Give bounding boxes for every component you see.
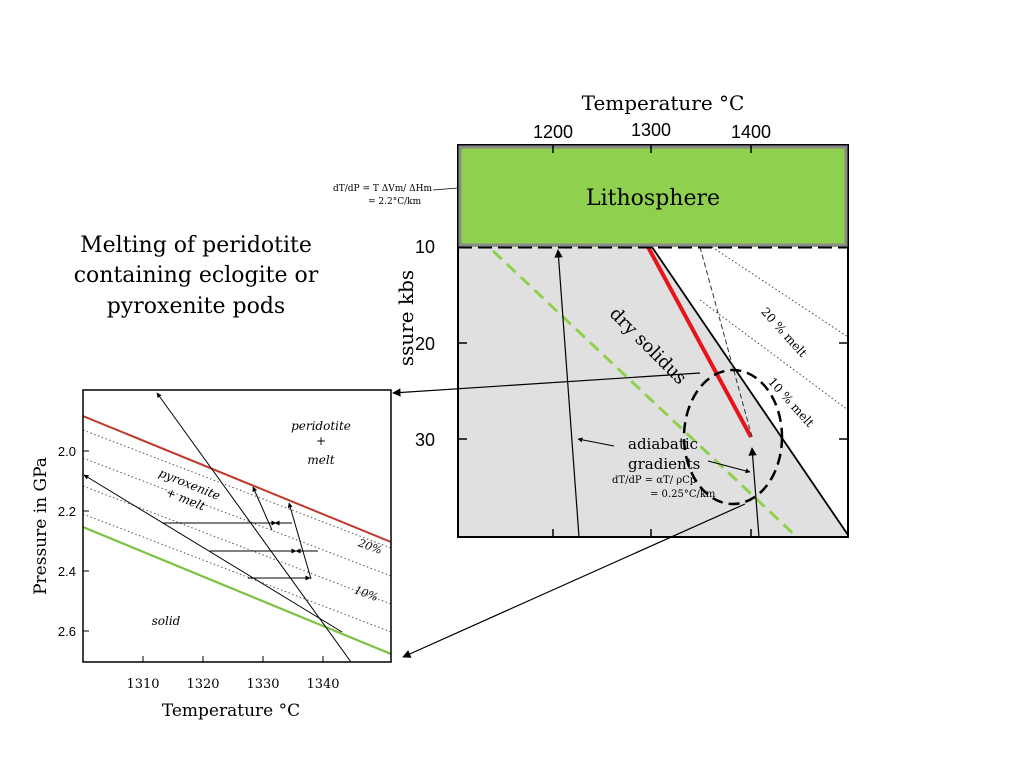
inset-label-plus: + (316, 434, 326, 448)
inset-label-peridotite: peridotite (291, 419, 351, 433)
adiabatic-note-line-1: dT/dP = αT/ ρCp (612, 475, 696, 486)
inset-dotted-isopleths (83, 429, 391, 633)
main-plot-frame (457, 144, 849, 538)
main-y-tick-30: 30 (415, 430, 435, 450)
inset-y-axis-title: Pressure in GPa (31, 457, 51, 595)
connector-arrow-top (392, 372, 701, 397)
inset-green-line (83, 525, 391, 656)
main-chart: Temperature °C 1200 1300 1400 (333, 91, 849, 538)
lithosphere-label: Lithosphere (586, 186, 720, 211)
connector-arrow-bottom (402, 503, 746, 658)
inset-ticks (83, 450, 324, 662)
slide-title-line-3: pyroxenite pods (107, 294, 285, 319)
inset-adiabat-b (83, 474, 343, 633)
lithosphere-note-leader (432, 187, 459, 191)
melt-10-line (699, 299, 848, 411)
inset-adiabat-d (287, 502, 312, 580)
inset-plot-frame (82, 389, 392, 663)
inset-adiabat-a (156, 392, 352, 662)
adiabatic-pointer-right (707, 460, 751, 474)
lithosphere-frame (458, 145, 848, 247)
dry-solidus-line (651, 246, 848, 536)
inset-plot-area (83, 390, 391, 662)
adiabatic-note-line-2: = 0.25°C/km (650, 489, 716, 500)
lithosphere-note-line-2: = 2.2°C/km (368, 197, 422, 207)
slide-title-line-1: Melting of peridotite (80, 233, 312, 258)
main-y-tick-20: 20 (415, 334, 435, 354)
main-y-axis-title: ssure kbs (394, 270, 418, 366)
slide-title-line-2: containing eclogite or (74, 263, 319, 288)
solid-region (458, 247, 848, 537)
main-ticks (458, 145, 848, 537)
inset-x-tick-1340: 1340 (306, 677, 339, 692)
lithosphere-note-line-1: dT/dP = T ΔVm/ ΔHm (333, 184, 433, 194)
main-y-tick-10: 10 (415, 237, 435, 257)
inset-label-melt: melt (307, 453, 334, 467)
inset-x-tick-1310: 1310 (126, 677, 159, 692)
main-x-tick-1300: 1300 (631, 120, 671, 140)
adiabat-right-arrow (748, 447, 760, 537)
adiabatic-label-line-2: gradients (628, 455, 700, 473)
main-x-axis-title: Temperature °C (582, 91, 745, 115)
main-x-tick-1400: 1400 (731, 122, 771, 142)
inset-y-tick-2.2: 2.2 (58, 504, 76, 519)
zoom-ellipse (682, 368, 784, 506)
adiabat-left-arrow (554, 249, 580, 537)
adiabatic-pointer-left (577, 437, 615, 447)
main-x-tick-1200: 1200 (533, 122, 573, 142)
inset-label-solid: solid (152, 614, 181, 628)
inset-y-tick-2.0: 2.0 (58, 444, 76, 459)
slide-title: Melting of peridotite containing eclogit… (74, 233, 319, 319)
green-dashed-line (491, 249, 800, 537)
thin-dashed-line (699, 246, 753, 438)
red-melt-path (646, 246, 753, 438)
inset-y-tick-2.4: 2.4 (58, 564, 76, 579)
inset-x-tick-1330: 1330 (246, 677, 279, 692)
adiabatic-label-line-1: adiabatic (628, 435, 698, 453)
lithosphere-band (458, 145, 848, 247)
inset-chart: 2.0 2.2 2.4 2.6 Pressure in GPa 1310 132… (31, 389, 392, 721)
inset-y-tick-2.6: 2.6 (58, 624, 76, 639)
inset-red-line (83, 415, 391, 543)
inset-x-tick-1320: 1320 (186, 677, 219, 692)
inset-x-axis-title: Temperature °C (162, 701, 300, 721)
